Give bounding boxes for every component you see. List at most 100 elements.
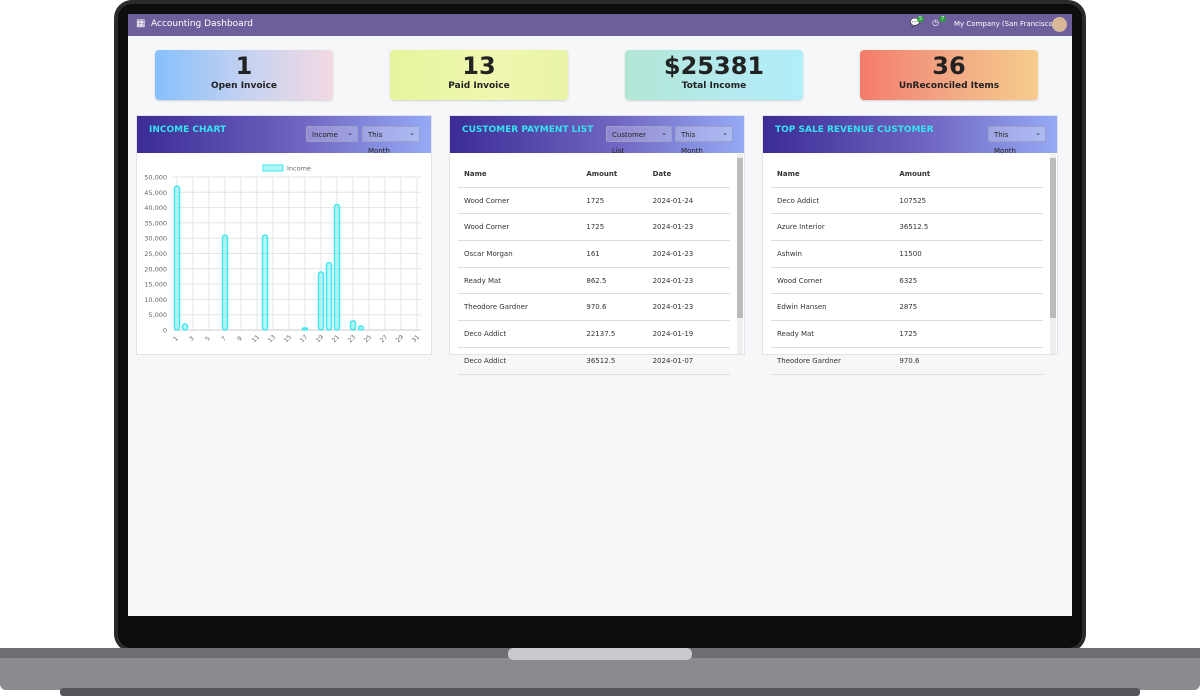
x-tick-label: 29 bbox=[395, 334, 405, 344]
filter-dropdown[interactable]: This Month bbox=[988, 125, 1046, 155]
bar bbox=[181, 323, 189, 331]
scrollbar[interactable] bbox=[737, 154, 743, 354]
app-title: Accounting Dashboard bbox=[151, 19, 253, 29]
table-row: Edwin Hansen 2875 bbox=[771, 293, 1043, 322]
table-cell: Theodore Gardner bbox=[771, 347, 894, 375]
kpi-value: 36 bbox=[932, 52, 966, 80]
table-cell: 1725 bbox=[580, 213, 647, 242]
kpi-card[interactable]: $25381 Total Income bbox=[625, 50, 803, 100]
income-panel: INCOME CHART Income This Month 0 5,000 10,… bbox=[136, 115, 432, 355]
table-cell: 2024-01-23 bbox=[646, 267, 730, 295]
column-header: Amount bbox=[580, 161, 647, 188]
table-cell: 6325 bbox=[893, 267, 1043, 295]
base-shadow bbox=[60, 688, 1140, 696]
y-tick-label: 35,000 bbox=[144, 219, 167, 227]
table-cell: Oscar Morgan bbox=[458, 240, 581, 268]
panel-header: TOP SALE REVENUE CUSTOMER This Month bbox=[763, 116, 1057, 155]
company-name[interactable]: My Company (San Francisco) bbox=[954, 20, 1056, 28]
table-cell: 36512.5 bbox=[580, 347, 647, 375]
table-cell: Ashwin bbox=[771, 240, 894, 268]
message-badge: 5 bbox=[917, 16, 925, 22]
panel-title: CUSTOMER PAYMENT LIST bbox=[462, 125, 594, 135]
y-tick-label: 25,000 bbox=[144, 250, 167, 258]
table-cell: Azure Interior bbox=[771, 213, 894, 242]
panel-header: CUSTOMER PAYMENT LIST Customer List This… bbox=[450, 116, 744, 155]
kpi-value: $25381 bbox=[663, 52, 765, 80]
table-row: Theodore Gardner 970.6 2024-01-23 bbox=[458, 293, 730, 322]
y-tick-label: 15,000 bbox=[144, 281, 167, 289]
table-row: Wood Corner 6325 bbox=[771, 267, 1043, 295]
table-row: Ready Mat 1725 bbox=[771, 320, 1043, 348]
table-cell: Wood Corner bbox=[458, 187, 581, 215]
table-cell: 2024-01-23 bbox=[646, 293, 730, 322]
table-row: Deco Addict 36512.5 2024-01-07 bbox=[458, 347, 730, 375]
y-tick-label: 30,000 bbox=[144, 235, 167, 243]
table-cell: 2024-01-23 bbox=[646, 213, 730, 242]
table-cell: Wood Corner bbox=[458, 213, 581, 242]
filter-dropdown[interactable]: This Month bbox=[362, 125, 420, 155]
table-row: Wood Corner 1725 2024-01-23 bbox=[458, 213, 730, 242]
customer-panel: TOP SALE REVENUE CUSTOMER This Month Nam… bbox=[762, 115, 1058, 375]
filter-dropdown[interactable]: This Month bbox=[675, 125, 733, 155]
x-tick-label: 25 bbox=[363, 334, 373, 344]
kpi-label: Open Invoice bbox=[210, 81, 278, 91]
table-cell: 970.6 bbox=[893, 347, 1043, 375]
table-cell: Ready Mat bbox=[458, 267, 581, 295]
table-cell: Deco Addict bbox=[458, 347, 581, 375]
table-cell: 1725 bbox=[580, 187, 647, 215]
x-tick-label: 21 bbox=[331, 334, 341, 344]
y-tick-label: 5,000 bbox=[148, 311, 167, 319]
bar bbox=[173, 185, 181, 331]
activity-badge: 7 bbox=[939, 16, 947, 22]
apps-icon[interactable]: ▦ bbox=[136, 18, 146, 29]
table-row: Oscar Morgan 161 2024-01-23 bbox=[458, 240, 730, 268]
panel-title: INCOME CHART bbox=[149, 125, 227, 135]
table-row: Theodore Gardner 970.6 bbox=[771, 347, 1043, 375]
header-row: Name Amount Date bbox=[458, 161, 730, 188]
x-tick-label: 7 bbox=[220, 335, 228, 343]
x-tick-label: 9 bbox=[236, 335, 244, 343]
kpi-label: Paid Invoice bbox=[448, 81, 510, 91]
y-tick-label: 10,000 bbox=[144, 296, 167, 304]
x-tick-label: 31 bbox=[411, 334, 421, 344]
kpi-value: 1 bbox=[235, 52, 253, 80]
y-tick-label: 0 bbox=[163, 327, 167, 335]
kpi-card[interactable]: 1 Open Invoice bbox=[155, 50, 333, 100]
kpi-card[interactable]: 13 Paid Invoice bbox=[390, 50, 568, 100]
column-header: Date bbox=[646, 161, 730, 188]
table-row: Wood Corner 1725 2024-01-24 bbox=[458, 187, 730, 215]
payment-panel: CUSTOMER PAYMENT LIST Customer List This… bbox=[449, 115, 745, 375]
chat-icon[interactable]: 💬 bbox=[910, 18, 920, 27]
payment-table: Name Amount Date Wood Corner 1725 2024-01-24 W… bbox=[458, 161, 730, 375]
activity-icon[interactable]: ◷ bbox=[932, 18, 939, 27]
bar bbox=[333, 203, 341, 331]
table-cell: 22137.5 bbox=[580, 320, 647, 348]
table-cell: 970.6 bbox=[580, 293, 647, 322]
table-row: Deco Addict 107525 bbox=[771, 187, 1043, 215]
bar bbox=[261, 234, 269, 331]
bar bbox=[349, 320, 357, 331]
column-header: Amount bbox=[893, 161, 1043, 188]
scrollbar[interactable] bbox=[1050, 154, 1056, 354]
table-cell: 2024-01-07 bbox=[646, 347, 730, 375]
table-cell: 2875 bbox=[893, 293, 1043, 322]
filter-dropdown[interactable]: Customer List bbox=[606, 125, 672, 155]
top-bar: ▦ Accounting Dashboard 💬 5 ◷ 7 My Compan… bbox=[128, 14, 1072, 36]
x-tick-label: 5 bbox=[204, 335, 212, 343]
avatar[interactable] bbox=[1052, 17, 1067, 32]
bar bbox=[357, 325, 365, 331]
table-cell: 2024-01-23 bbox=[646, 240, 730, 268]
kpi-label: Total Income bbox=[681, 81, 747, 91]
table-cell: 107525 bbox=[893, 187, 1043, 215]
kpi-card[interactable]: 36 UnReconciled Items bbox=[860, 50, 1038, 100]
filter-dropdown[interactable]: Income bbox=[306, 125, 358, 142]
x-tick-label: 27 bbox=[379, 334, 389, 344]
laptop-base bbox=[0, 648, 1200, 690]
column-header: Name bbox=[458, 161, 581, 188]
panel-header: INCOME CHART Income This Month bbox=[137, 116, 431, 155]
notch bbox=[508, 648, 692, 660]
customer-table: Name Amount Deco Addict 107525 Azure Interio… bbox=[771, 161, 1043, 375]
table-cell: 2024-01-19 bbox=[646, 320, 730, 348]
bar bbox=[325, 261, 333, 331]
